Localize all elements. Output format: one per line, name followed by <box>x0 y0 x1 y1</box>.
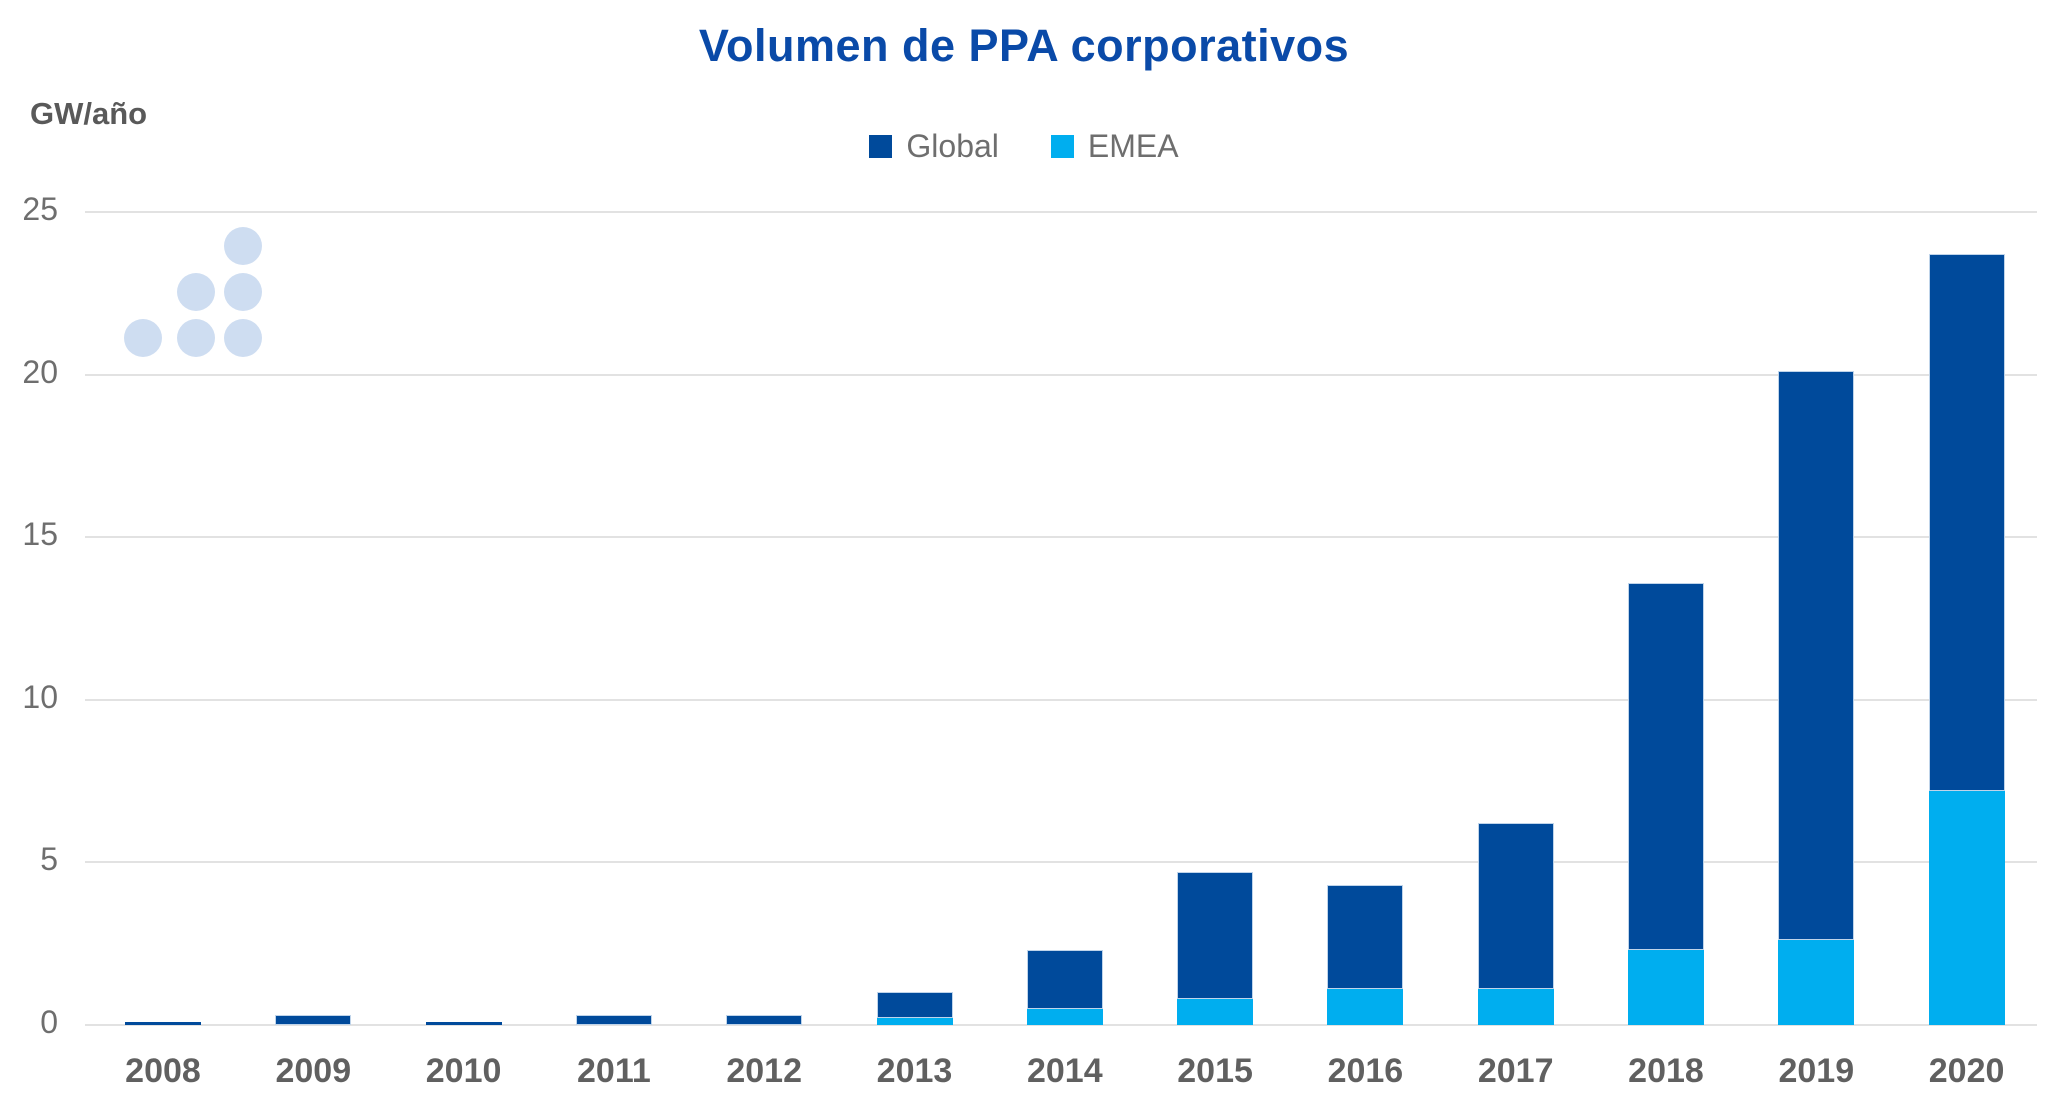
x-tick-label-2016: 2016 <box>1327 1052 1404 1090</box>
bar-global-2020 <box>1928 254 2005 791</box>
decoration-dot <box>124 319 162 357</box>
bar-emea-2015 <box>1177 998 1254 1025</box>
gridline-0 <box>85 1024 2037 1026</box>
bar-global-2008 <box>125 1021 201 1025</box>
x-tick-label-2010: 2010 <box>425 1052 502 1090</box>
decoration-dot <box>224 227 262 265</box>
legend-label: EMEA <box>1087 128 1179 164</box>
bar-global-2018 <box>1628 582 1704 951</box>
bar-emea-2016 <box>1327 989 1404 1025</box>
y-tick-label-0: 0 <box>40 1004 58 1040</box>
x-tick-label-2014: 2014 <box>1026 1052 1103 1090</box>
decoration-dot <box>177 273 215 311</box>
bar-global-2015 <box>1177 872 1254 999</box>
legend-label: Global <box>906 128 999 164</box>
bar-global-2017 <box>1477 823 1554 990</box>
bar-global-2010 <box>425 1021 502 1025</box>
x-tick-label-2020: 2020 <box>1928 1052 2005 1090</box>
y-tick-label-25: 25 <box>22 191 58 227</box>
bar-global-2009 <box>275 1015 352 1025</box>
bar-emea-2020 <box>1928 790 2005 1025</box>
x-tick-label-2012: 2012 <box>726 1052 802 1090</box>
decoration-dot <box>224 319 262 357</box>
x-tick-label-2015: 2015 <box>1177 1052 1253 1090</box>
bar-global-2019 <box>1778 371 1855 941</box>
x-tick-label-2018: 2018 <box>1628 1052 1704 1090</box>
gridline-25 <box>85 211 2037 213</box>
legend-item-emea: EMEA <box>1050 128 1179 165</box>
x-tick-label-2013: 2013 <box>876 1052 953 1090</box>
y-tick-label-15: 15 <box>22 516 58 553</box>
bar-global-2014 <box>1026 950 1103 1009</box>
bar-global-2013 <box>876 992 953 1019</box>
x-tick-label-2011: 2011 <box>577 1052 651 1090</box>
x-tick-label-2008: 2008 <box>125 1052 201 1090</box>
y-axis-unit-label: GW/año <box>30 96 148 131</box>
bar-emea-2018 <box>1628 950 1704 1025</box>
y-tick-label-5: 5 <box>40 841 58 878</box>
bar-global-2011 <box>575 1015 652 1025</box>
y-tick-label-10: 10 <box>22 678 58 715</box>
bar-emea-2019 <box>1778 940 1855 1025</box>
chart-title: Volumen de PPA corporativos <box>698 20 1350 71</box>
bar-global-2012 <box>726 1015 803 1025</box>
legend-item-global: Global <box>869 128 999 165</box>
x-tick-label-2019: 2019 <box>1778 1052 1855 1090</box>
bar-global-2016 <box>1327 885 1404 990</box>
decoration-dot <box>177 319 215 357</box>
legend-swatch-global <box>869 135 893 158</box>
gridline-10 <box>85 698 2037 701</box>
gridline-15 <box>85 536 2037 539</box>
x-tick-label-2009: 2009 <box>275 1052 352 1090</box>
legend: Global EMEA <box>0 128 2048 165</box>
y-tick-label-20: 20 <box>22 353 58 390</box>
bar-emea-2014 <box>1026 1008 1103 1025</box>
legend-swatch-emea <box>1050 135 1074 158</box>
x-tick-label-2017: 2017 <box>1477 1052 1554 1090</box>
gridline-20 <box>85 373 2037 376</box>
bar-emea-2013 <box>876 1018 953 1025</box>
gridline-5 <box>85 861 2037 864</box>
decoration-dot <box>224 273 262 311</box>
bar-emea-2017 <box>1477 989 1554 1025</box>
